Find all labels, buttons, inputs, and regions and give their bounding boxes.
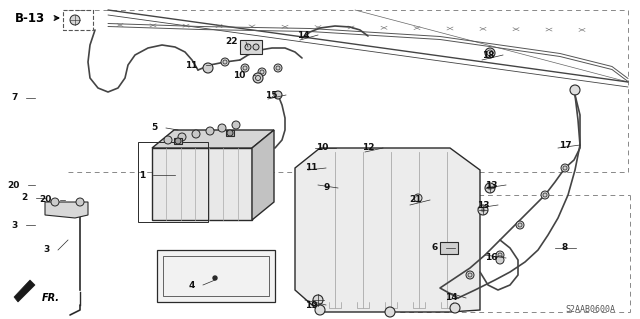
Text: 18: 18: [483, 50, 495, 60]
Text: 10: 10: [232, 70, 245, 79]
Circle shape: [213, 276, 217, 280]
Circle shape: [414, 194, 422, 202]
Circle shape: [241, 64, 249, 72]
Circle shape: [192, 130, 200, 138]
Circle shape: [274, 64, 282, 72]
Circle shape: [466, 271, 474, 279]
Polygon shape: [252, 130, 274, 220]
Circle shape: [450, 303, 460, 313]
Text: 10: 10: [316, 144, 328, 152]
Circle shape: [51, 198, 59, 206]
Circle shape: [496, 251, 504, 259]
Text: 3: 3: [44, 246, 50, 255]
Text: 8: 8: [562, 243, 568, 253]
Circle shape: [315, 305, 325, 315]
Bar: [240, 40, 262, 54]
Bar: [440, 242, 458, 254]
Circle shape: [76, 198, 84, 206]
Bar: [138, 142, 208, 222]
Text: 15: 15: [266, 91, 278, 100]
Text: 19: 19: [305, 300, 318, 309]
Circle shape: [485, 48, 495, 58]
Text: S2AAB0600A: S2AAB0600A: [565, 306, 615, 315]
Bar: [226, 130, 234, 136]
Circle shape: [481, 209, 484, 211]
Text: 21: 21: [410, 196, 422, 204]
Text: B-13: B-13: [15, 11, 45, 25]
Text: 14: 14: [298, 31, 310, 40]
Text: 20: 20: [40, 196, 52, 204]
Circle shape: [178, 133, 186, 141]
Text: 17: 17: [559, 140, 572, 150]
Text: 5: 5: [152, 123, 158, 132]
Text: 11: 11: [305, 164, 318, 173]
Circle shape: [313, 295, 323, 305]
Circle shape: [253, 44, 259, 50]
Circle shape: [203, 63, 213, 73]
Bar: [174, 138, 182, 144]
Text: 22: 22: [225, 38, 238, 47]
Text: FR.: FR.: [42, 293, 60, 303]
Circle shape: [541, 191, 549, 199]
Circle shape: [206, 127, 214, 135]
Circle shape: [570, 85, 580, 95]
Circle shape: [561, 164, 569, 172]
Circle shape: [516, 221, 524, 229]
Bar: [157, 250, 275, 302]
Text: 2: 2: [22, 194, 28, 203]
Polygon shape: [14, 280, 35, 302]
Polygon shape: [152, 130, 274, 148]
Text: 4: 4: [189, 280, 195, 290]
Circle shape: [258, 68, 266, 76]
Circle shape: [485, 183, 495, 193]
Text: 12: 12: [362, 144, 375, 152]
Text: 11: 11: [186, 61, 198, 70]
Text: 13: 13: [486, 181, 498, 189]
Circle shape: [245, 44, 251, 50]
Text: 14: 14: [445, 293, 458, 302]
Circle shape: [488, 187, 492, 189]
Circle shape: [496, 256, 504, 264]
Circle shape: [175, 138, 181, 144]
Text: 16: 16: [486, 254, 498, 263]
Circle shape: [478, 205, 488, 215]
Text: 9: 9: [324, 183, 330, 192]
Polygon shape: [295, 148, 480, 312]
Circle shape: [164, 136, 172, 144]
Text: 1: 1: [139, 170, 145, 180]
Text: 13: 13: [477, 201, 490, 210]
Text: 20: 20: [8, 181, 20, 189]
Circle shape: [221, 58, 229, 66]
Circle shape: [70, 15, 80, 25]
Circle shape: [227, 130, 233, 136]
Circle shape: [253, 73, 263, 83]
Text: 6: 6: [432, 243, 438, 253]
Polygon shape: [45, 202, 88, 218]
Text: 3: 3: [12, 220, 18, 229]
Bar: [163, 256, 269, 296]
Circle shape: [385, 307, 395, 317]
Circle shape: [274, 91, 282, 99]
Bar: [63, 10, 93, 30]
Text: 7: 7: [12, 93, 18, 102]
Circle shape: [218, 124, 226, 132]
Polygon shape: [152, 148, 252, 220]
Circle shape: [232, 121, 240, 129]
